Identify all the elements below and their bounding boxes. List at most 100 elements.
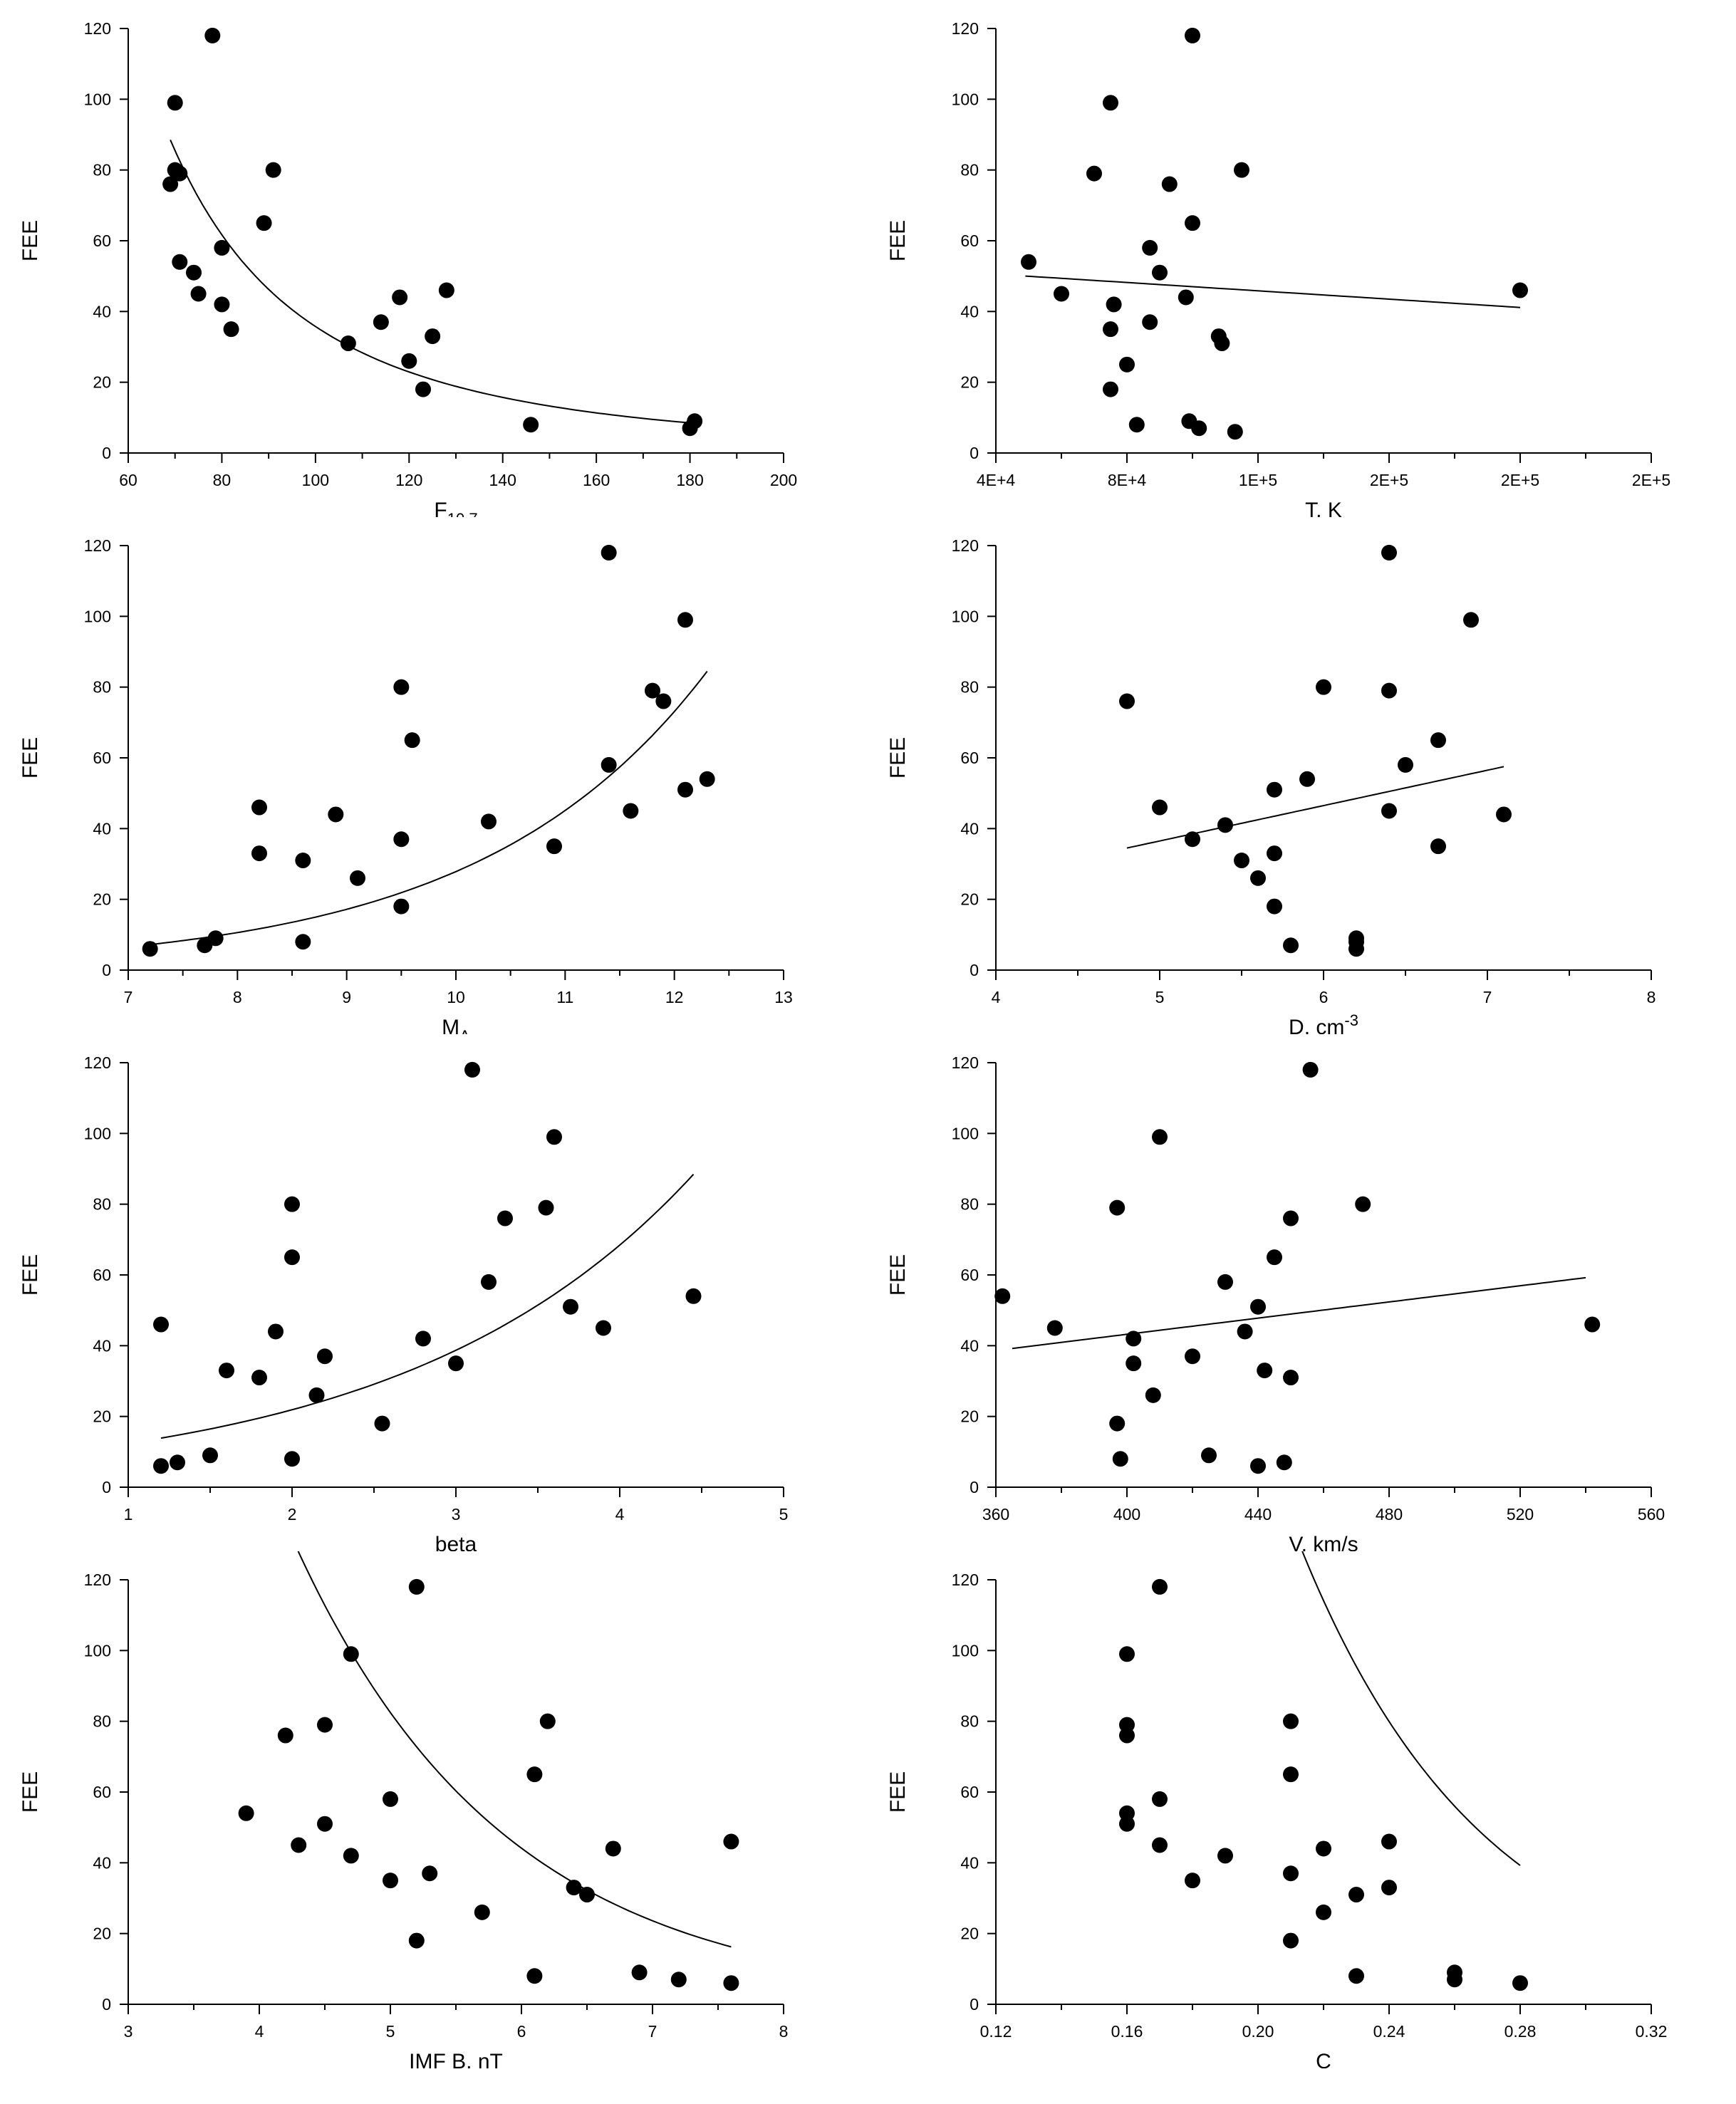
- data-point: [415, 381, 431, 397]
- y-axis-title: FEE: [886, 1771, 910, 1813]
- data-point: [343, 1646, 359, 1662]
- x-tick-label: 5: [1155, 988, 1165, 1006]
- y-tick-label: 60: [960, 231, 979, 250]
- data-point: [1584, 1316, 1601, 1333]
- data-point: [343, 1848, 359, 1864]
- chart-panel-imfb: 0 20 40 60 80 100 120 3 4 5 6 7 8 FEE IMF B, nT: [0, 1551, 868, 2068]
- data-point: [1119, 1727, 1135, 1744]
- data-point: [1109, 1199, 1126, 1216]
- data-point: [723, 1975, 739, 1991]
- data-point: [1355, 1196, 1371, 1212]
- data-point: [415, 1330, 431, 1347]
- y-tick-label: 100: [952, 1641, 979, 1660]
- chart-panel-c: 0 20 40 60 80 100 120 0.12 0.16 0.20 0.24 0.28 0.32 F…: [868, 1551, 1735, 2068]
- data-point: [1299, 771, 1315, 787]
- data-point: [464, 1061, 480, 1078]
- fit-curve: [160, 1174, 695, 1439]
- data-point: [204, 27, 221, 43]
- y-tick-label: 60: [960, 1266, 979, 1284]
- data-point: [1161, 176, 1178, 192]
- data-point: [1267, 781, 1282, 798]
- data-point: [265, 162, 281, 178]
- data-point: [1185, 27, 1200, 43]
- data-point: [1103, 381, 1118, 397]
- data-point: [1283, 1210, 1299, 1227]
- data-point: [284, 1451, 300, 1467]
- y-tick-label: 100: [952, 607, 979, 625]
- x-axis-title: V, km/s: [1289, 1533, 1358, 1551]
- data-point: [393, 679, 410, 695]
- data-point: [425, 328, 441, 345]
- y-tick-label: 100: [952, 1124, 979, 1142]
- data-point: [190, 286, 207, 302]
- data-point: [474, 1904, 490, 1920]
- x-axis-title: T, K: [1305, 499, 1342, 517]
- fit-curve: [1025, 275, 1521, 308]
- y-axis-title: FEE: [19, 1771, 42, 1813]
- data-point: [1283, 1370, 1299, 1386]
- y-tick-label: 0: [102, 444, 111, 462]
- data-point: [162, 176, 179, 192]
- data-point: [526, 1766, 543, 1783]
- fit-curve: [150, 670, 708, 946]
- data-point: [1237, 1323, 1253, 1340]
- y-tick-label: 120: [84, 19, 111, 38]
- data-point: [481, 813, 497, 830]
- fit-curve: [1126, 766, 1504, 849]
- x-tick-label: 440: [1244, 1505, 1272, 1524]
- data-point: [1119, 693, 1135, 709]
- data-point: [596, 1320, 611, 1336]
- x-tick-label: 6: [1319, 988, 1329, 1006]
- y-tick-label: 0: [102, 1995, 111, 2014]
- data-point: [328, 806, 344, 823]
- data-point: [392, 289, 408, 306]
- data-point: [994, 1288, 1011, 1304]
- data-point: [1276, 1454, 1292, 1471]
- data-point: [723, 1833, 739, 1850]
- data-point: [1103, 321, 1118, 338]
- data-point: [408, 1578, 425, 1595]
- data-point: [1398, 756, 1413, 773]
- data-point: [153, 1458, 169, 1474]
- data-point: [401, 353, 417, 369]
- data-point: [1119, 1816, 1135, 1832]
- y-tick-label: 0: [970, 444, 979, 462]
- data-point: [438, 282, 454, 298]
- data-point: [1152, 1129, 1168, 1145]
- data-point: [340, 335, 356, 352]
- data-point: [383, 1791, 398, 1807]
- x-tick-label: 1: [124, 1505, 133, 1524]
- y-tick-label: 80: [960, 1195, 979, 1214]
- data-point: [1191, 420, 1207, 437]
- data-point: [1267, 1249, 1282, 1266]
- x-tick-label: 12: [665, 988, 684, 1006]
- x-tick-label: 520: [1507, 1505, 1534, 1524]
- y-tick-label: 120: [952, 19, 979, 38]
- data-point: [1316, 1904, 1331, 1920]
- y-tick-label: 80: [960, 1712, 979, 1731]
- x-tick-label: 0.16: [1111, 2022, 1143, 2041]
- y-tick-label: 40: [93, 819, 111, 838]
- data-point: [631, 1964, 648, 1981]
- x-tick-label: 0.28: [1504, 2022, 1537, 2041]
- data-point: [219, 1363, 234, 1379]
- x-tick-label: 13: [774, 988, 793, 1006]
- data-point: [1152, 1791, 1168, 1807]
- x-tick-label: 120: [395, 471, 422, 489]
- y-tick-label: 0: [102, 961, 111, 979]
- data-point: [497, 1210, 513, 1227]
- chart-panel-d: 0 20 40 60 80 100 120 4 5 6 7 8 FEE D, cm-3: [868, 517, 1735, 1034]
- y-tick-label: 40: [960, 302, 979, 321]
- data-point: [563, 1298, 578, 1315]
- data-point: [1119, 1646, 1135, 1662]
- fit-curve: [1012, 1276, 1586, 1350]
- y-axis-title: FEE: [19, 220, 42, 261]
- data-point: [1267, 898, 1282, 915]
- chart-d: 0 20 40 60 80 100 120 4 5 6 7 8 FEE D, cm-3: [886, 536, 1656, 1034]
- data-point: [317, 1717, 333, 1733]
- data-point: [1145, 1387, 1161, 1403]
- data-point: [214, 239, 230, 256]
- x-tick-label: 8: [233, 988, 242, 1006]
- y-tick-label: 40: [93, 1336, 111, 1355]
- x-axis-title: D, cm-3: [1289, 1011, 1358, 1034]
